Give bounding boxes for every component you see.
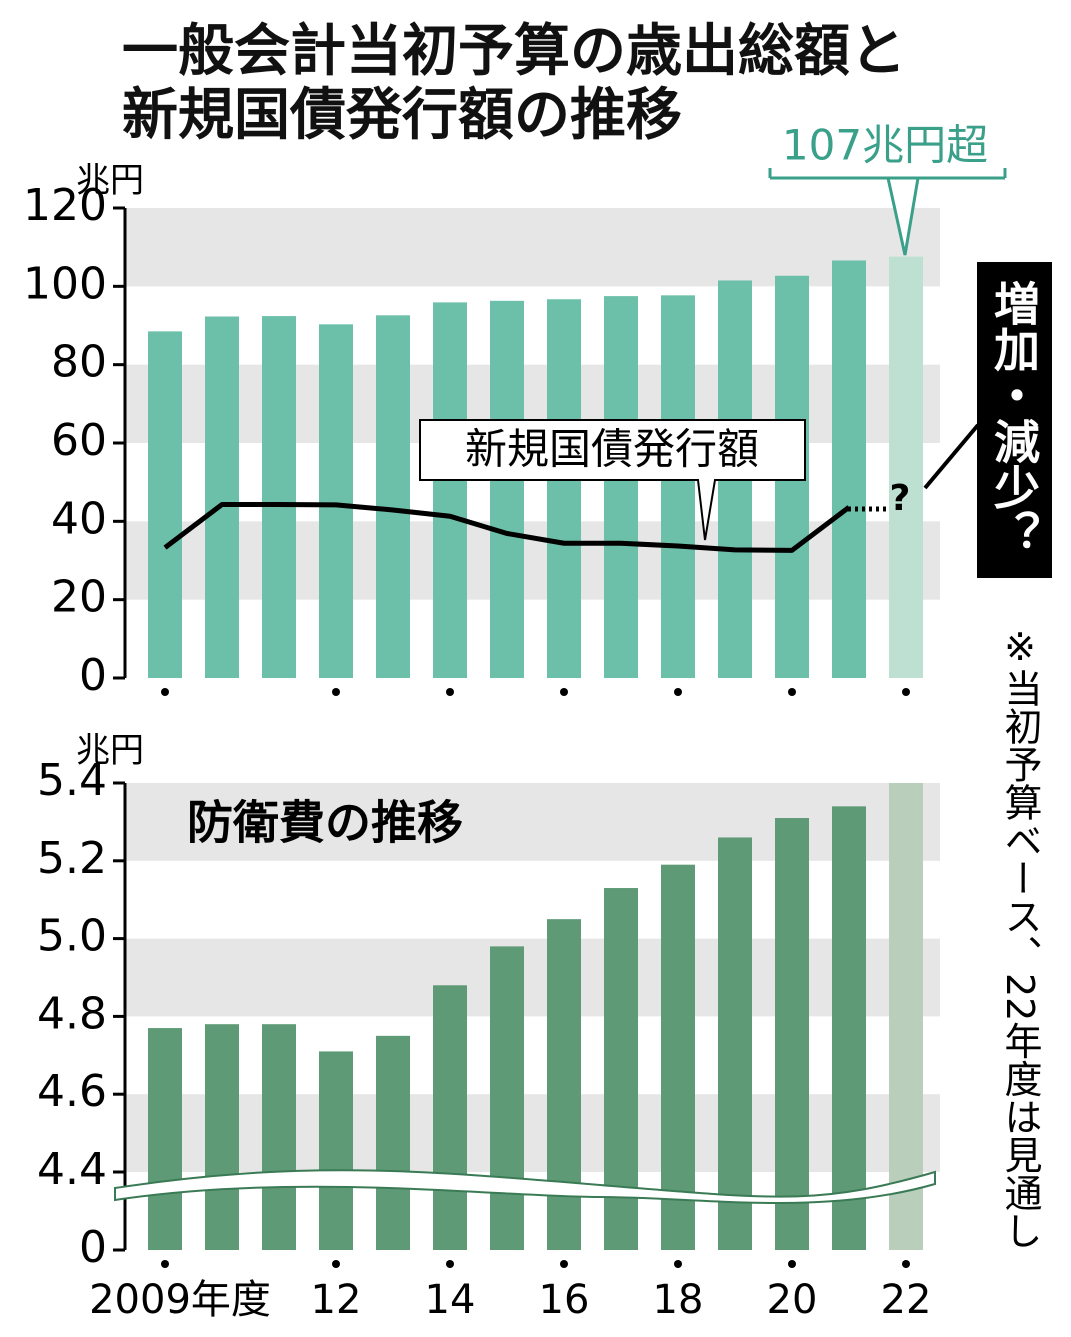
tick-dot: [788, 688, 796, 696]
y-tick-label: 0: [79, 650, 107, 701]
bar: [319, 1051, 353, 1250]
bar: [889, 256, 923, 678]
tick-dot: [161, 688, 169, 696]
bar: [661, 295, 695, 678]
y-tick-label: 4.8: [37, 988, 107, 1039]
bar: [433, 302, 467, 678]
annotation: 増加・減少？: [987, 280, 1041, 556]
bar: [376, 1035, 410, 1250]
x-tick-label: 20: [767, 1277, 818, 1323]
y-tick-label: 0: [79, 1222, 107, 1273]
bar: [205, 316, 239, 678]
series-label: 新規国債発行額: [465, 425, 759, 474]
bar: [547, 919, 581, 1250]
bar: [262, 1024, 296, 1250]
tick-dot: [674, 1260, 682, 1268]
y-tick-label: 120: [23, 180, 107, 231]
bar: [889, 783, 923, 1250]
bar: [775, 818, 809, 1250]
y-tick-label: 4.6: [37, 1066, 107, 1117]
tick-dot: [446, 1260, 454, 1268]
bar: [832, 260, 866, 678]
chart-title: 一般会計当初予算の歳出総額と新規国債発行額の推移: [122, 19, 906, 148]
x-tick-label: 12: [311, 1277, 362, 1323]
y-tick-label: 4.4: [37, 1144, 107, 1195]
annotation-pointer: [923, 423, 980, 490]
bar: [205, 1024, 239, 1250]
tick-dot: [560, 1260, 568, 1268]
y-tick-label: 100: [23, 258, 107, 309]
annotation: 107兆円超: [782, 121, 988, 170]
chart-title: 防衛費の推移: [187, 796, 463, 850]
y-tick-label: 20: [51, 572, 107, 623]
bar: [490, 300, 524, 678]
bar: [148, 1028, 182, 1250]
bar: [832, 806, 866, 1250]
bar: [433, 985, 467, 1250]
bar: [262, 316, 296, 678]
annotation-bracket: [768, 168, 1007, 256]
y-tick-label: 80: [51, 337, 107, 388]
tick-dot: [161, 1260, 169, 1268]
tick-dot: [902, 688, 910, 696]
y-tick-label: 40: [51, 493, 107, 544]
grid-band: [125, 938, 940, 1017]
bar: [319, 324, 353, 678]
y-tick-label: 5.0: [37, 911, 107, 962]
annotation: ?: [890, 478, 911, 519]
y-unit: 兆円: [76, 731, 144, 771]
tick-dot: [446, 688, 454, 696]
x-tick-label: 22: [881, 1277, 932, 1323]
bar: [490, 946, 524, 1250]
tick-dot: [560, 688, 568, 696]
line: [163, 501, 851, 553]
tick-dot: [332, 1260, 340, 1268]
x-tick-label: 18: [653, 1277, 704, 1323]
x-tick-label: 14: [425, 1277, 476, 1323]
tick-dot: [332, 688, 340, 696]
x-tick-label: 2009年度: [89, 1277, 271, 1323]
y-tick-label: 5.2: [37, 833, 107, 884]
bar: [148, 331, 182, 678]
tick-dot: [902, 1260, 910, 1268]
annotation-box: [977, 262, 1052, 578]
tick-dot: [788, 1260, 796, 1268]
y-unit: 兆円: [76, 161, 144, 201]
tick-dot: [674, 688, 682, 696]
bar: [604, 296, 638, 678]
bar: [718, 837, 752, 1250]
grid-band: [125, 1094, 940, 1172]
axis-break: [114, 1169, 936, 1204]
note: ※当初予算ベース、22年度は見通し: [998, 625, 1042, 1249]
bar: [661, 864, 695, 1250]
bar: [376, 315, 410, 678]
x-tick-label: 16: [539, 1277, 590, 1323]
series-callout: [419, 419, 806, 541]
y-tick-label: 5.4: [37, 755, 107, 806]
bar: [547, 299, 581, 678]
grid-band: [125, 208, 940, 287]
y-tick-label: 60: [51, 415, 107, 466]
